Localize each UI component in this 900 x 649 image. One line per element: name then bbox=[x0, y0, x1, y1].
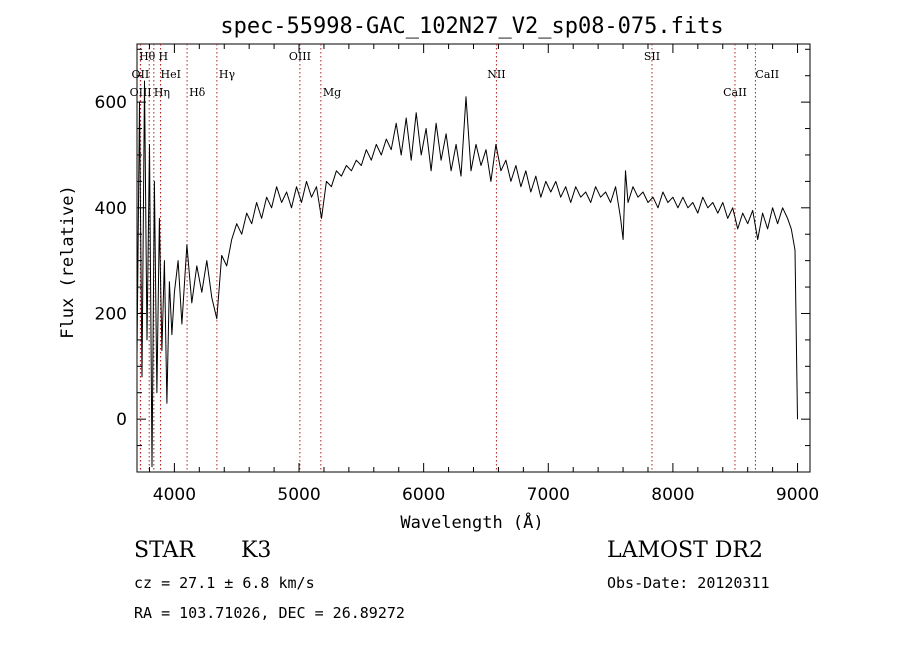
line-marker-label-0: Hθ bbox=[139, 50, 156, 63]
line-marker-label-2: OII bbox=[132, 68, 150, 81]
y-tick-label: 400 bbox=[95, 199, 127, 219]
line-marker-label-1: H bbox=[159, 50, 169, 63]
y-axis-label: Flux (relative) bbox=[58, 185, 78, 339]
line-marker-label-5: Hη bbox=[154, 86, 170, 99]
x-tick-label: 7000 bbox=[527, 485, 570, 505]
y-tick-label: 0 bbox=[116, 410, 127, 430]
survey-name: LAMOST DR2 bbox=[607, 538, 763, 563]
spectral-subclass: K3 bbox=[241, 538, 272, 563]
redshift-text: cz = 27.1 ± 6.8 km/s bbox=[134, 574, 315, 592]
x-axis-label: Wavelength (Å) bbox=[400, 511, 543, 533]
line-marker-label-9: Mg bbox=[323, 86, 341, 99]
y-tick-label: 600 bbox=[95, 93, 127, 113]
chart-title: spec-55998-GAC_102N27_V2_sp08-075.fits bbox=[220, 14, 723, 39]
object-class: STAR bbox=[134, 538, 195, 563]
line-marker-label-13: CaII bbox=[755, 68, 779, 81]
line-marker-label-8: OIII bbox=[289, 50, 311, 63]
obs-date: Obs-Date: 20120311 bbox=[607, 574, 770, 592]
y-tick-label: 200 bbox=[95, 304, 127, 324]
line-marker-label-11: SII bbox=[644, 50, 660, 63]
x-tick-label: 5000 bbox=[277, 485, 320, 505]
x-tick-label: 8000 bbox=[651, 485, 694, 505]
spectrum-line-0 bbox=[136, 80, 798, 468]
coordinates-text: RA = 103.71026, DEC = 26.89272 bbox=[134, 604, 405, 622]
x-tick-label: 4000 bbox=[153, 485, 196, 505]
line-marker-label-6: Hδ bbox=[189, 86, 206, 99]
line-marker-label-7: Hγ bbox=[219, 68, 236, 81]
x-tick-label: 9000 bbox=[776, 485, 819, 505]
plot-frame bbox=[136, 43, 811, 473]
line-marker-label-10: NII bbox=[487, 68, 505, 81]
line-marker-label-12: CaII bbox=[723, 86, 747, 99]
line-marker-label-4: OIII bbox=[130, 86, 152, 99]
line-marker-label-3: HeI bbox=[161, 68, 181, 81]
x-tick-label: 6000 bbox=[402, 485, 445, 505]
